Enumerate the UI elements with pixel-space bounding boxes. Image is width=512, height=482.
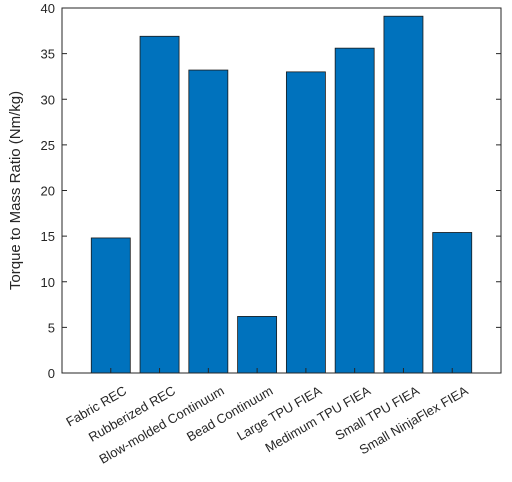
bar-5 [334, 47, 375, 374]
y-tick-label: 10 [41, 275, 55, 290]
bar-1 [139, 35, 180, 374]
bar-0 [90, 237, 131, 374]
y-tick-label: 40 [41, 1, 55, 16]
bar-7 [432, 232, 473, 374]
y-tick-label: 0 [48, 366, 55, 381]
y-tick-label: 35 [41, 47, 55, 62]
y-axis-title: Torque to Mass Ratio (Nm/kg) [7, 91, 24, 290]
y-tick-label: 20 [41, 184, 55, 199]
y-tick-label: 30 [41, 92, 55, 107]
y-tick-label: 15 [41, 229, 55, 244]
bar-4 [285, 71, 326, 374]
bars-group [90, 15, 473, 374]
y-tick-label: 5 [48, 320, 55, 335]
bar-2 [188, 69, 229, 374]
y-axis-ticks: 0 5 10 15 20 25 30 35 40 [41, 1, 501, 381]
y-tick-label: 25 [41, 138, 55, 153]
bar-6 [383, 15, 424, 374]
axis-box [61, 7, 502, 374]
bar-3 [237, 316, 278, 374]
